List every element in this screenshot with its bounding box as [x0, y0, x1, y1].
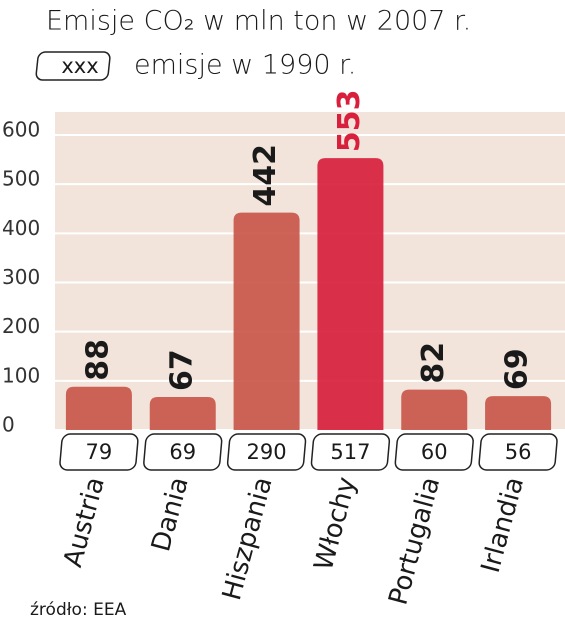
- boxed-value-frame: [226, 433, 307, 471]
- plot-background: [55, 112, 565, 430]
- source: źródło: EEA: [30, 600, 127, 620]
- bar: [65, 386, 132, 430]
- x-tick-label: Hiszpania: [217, 474, 279, 604]
- value-label: 553: [332, 89, 367, 152]
- legend-box-label: xxx: [61, 54, 98, 78]
- x-tick-label: Dania: [146, 474, 195, 555]
- boxed-value-frame: [59, 433, 139, 471]
- boxed-value: 60: [421, 440, 448, 464]
- value-label: 82: [416, 342, 451, 384]
- x-tick-label: Austria: [58, 474, 111, 570]
- x-tick-label: Włochy: [309, 474, 363, 574]
- x-tick-label: Portugalia: [383, 474, 446, 608]
- bar: [485, 396, 552, 430]
- boxed-value: 517: [330, 440, 370, 464]
- value-label: 69: [500, 348, 535, 390]
- value-label: 88: [80, 339, 115, 381]
- boxed-value: 69: [169, 440, 196, 464]
- y-tick-label: 600: [2, 118, 40, 142]
- boxed-value: 56: [505, 440, 532, 464]
- y-tick-label: 400: [2, 216, 40, 240]
- y-tick-label: 300: [2, 265, 40, 289]
- y-tick-label: 100: [2, 363, 40, 387]
- boxed-value: 79: [86, 440, 113, 464]
- boxed-value-frame: [310, 433, 391, 471]
- boxed-value: 290: [247, 440, 287, 464]
- boxed-value-frame: [394, 433, 474, 471]
- boxed-value-frame: [143, 433, 223, 471]
- value-label: 67: [164, 349, 199, 391]
- value-label: 442: [248, 144, 283, 207]
- x-tick-label: Irlandia: [476, 474, 530, 576]
- chart-title: Emisje CO₂ w mln ton w 2007 r.: [46, 6, 471, 37]
- legend-box: [35, 51, 111, 81]
- bar: [233, 212, 300, 430]
- y-tick-label: 200: [2, 314, 40, 338]
- boxed-value-frame: [478, 433, 558, 471]
- legend-text: emisje w 1990 r.: [134, 50, 356, 81]
- bar: [317, 158, 384, 430]
- bar: [401, 389, 468, 430]
- bar: [149, 397, 216, 430]
- y-tick-label: 0: [2, 413, 15, 437]
- y-tick-label: 500: [2, 167, 40, 191]
